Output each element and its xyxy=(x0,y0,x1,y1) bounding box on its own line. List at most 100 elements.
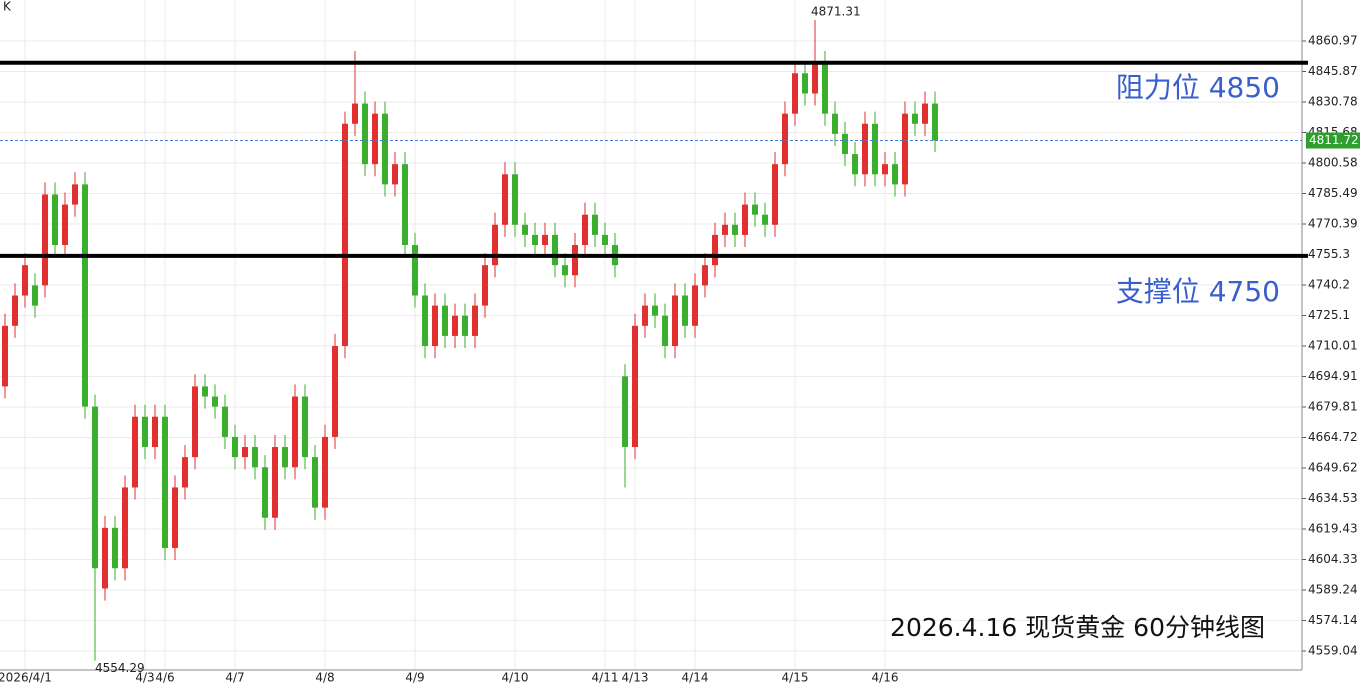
x-tick-label: 4/13 xyxy=(622,671,649,684)
candle-body xyxy=(572,244,578,276)
candle-body xyxy=(742,204,748,235)
candle-body xyxy=(142,416,148,448)
y-tick-label: 4860.97 xyxy=(1308,33,1358,47)
candle-body xyxy=(72,184,78,205)
y-tick-label: 4800.58 xyxy=(1308,156,1358,170)
high-label: 4871.31 xyxy=(811,5,861,19)
level-label: 阻力位 4850 xyxy=(1116,71,1280,104)
candle-body xyxy=(192,386,198,458)
corner-label: K xyxy=(3,0,12,14)
candle-body xyxy=(222,406,228,437)
y-tick-label: 4619.43 xyxy=(1308,521,1358,535)
y-tick-label: 4710.01 xyxy=(1308,338,1358,352)
x-tick-label: 4/9 xyxy=(405,671,424,684)
candle-body xyxy=(752,204,758,215)
candle-body xyxy=(542,234,548,245)
candle-body xyxy=(712,234,718,266)
candle-body xyxy=(252,447,258,468)
candle-body xyxy=(722,224,728,235)
x-tick-label: 4/11 xyxy=(592,671,619,684)
candle-body xyxy=(22,265,28,296)
candle-body xyxy=(702,265,708,286)
candle-body xyxy=(262,467,268,518)
candle-body xyxy=(62,204,68,245)
y-tick-label: 4589.24 xyxy=(1308,582,1358,596)
y-tick-label: 4634.53 xyxy=(1308,491,1358,505)
candle-body xyxy=(372,113,378,165)
candle-body xyxy=(682,295,688,326)
x-tick-label: 4/7 xyxy=(225,671,244,684)
candle-body xyxy=(352,103,358,124)
candle-body xyxy=(282,447,288,468)
candle-body xyxy=(12,295,18,326)
candle-body xyxy=(912,113,918,124)
y-tick-label: 4604.33 xyxy=(1308,552,1358,566)
candle-body xyxy=(432,305,438,347)
candle-body xyxy=(582,214,588,245)
candle-body xyxy=(442,305,448,336)
candle-body xyxy=(392,164,398,185)
y-tick-label: 4845.87 xyxy=(1308,64,1358,78)
candle-body xyxy=(92,406,98,569)
candle-body xyxy=(622,376,628,448)
candle-body xyxy=(402,164,408,245)
candle-body xyxy=(312,457,318,508)
level-label: 支撑位 4750 xyxy=(1116,275,1280,308)
candle-body xyxy=(932,103,938,141)
x-tick-label: 4/8 xyxy=(315,671,334,684)
candle-body xyxy=(452,315,458,336)
x-tick-label: 4/3 xyxy=(135,671,154,684)
x-tick-label: 4/14 xyxy=(682,671,709,684)
candle-body xyxy=(122,487,128,569)
candle-body xyxy=(492,224,498,266)
candle-body xyxy=(162,416,168,549)
candle-body xyxy=(202,386,208,397)
y-tick-label: 4740.2 xyxy=(1308,277,1350,291)
candle-body xyxy=(272,447,278,518)
candle-body xyxy=(552,234,558,266)
candle-body xyxy=(822,63,828,114)
candle-body xyxy=(512,174,518,225)
candle-body xyxy=(782,113,788,165)
candle-body xyxy=(772,164,778,225)
candle-body xyxy=(592,214,598,235)
candle-body xyxy=(692,285,698,326)
candle-body xyxy=(132,416,138,488)
candle-body xyxy=(52,194,58,245)
candle-body xyxy=(902,113,908,185)
x-tick-label: 2026/4/1 xyxy=(0,671,52,684)
candle-body xyxy=(632,325,638,448)
y-tick-label: 4574.14 xyxy=(1308,613,1358,627)
candle-body xyxy=(522,224,528,235)
x-tick-label: 4/15 xyxy=(782,671,809,684)
candle-body xyxy=(232,436,238,458)
candle-body xyxy=(922,103,928,124)
price-tag xyxy=(1306,132,1360,149)
candle-body xyxy=(672,295,678,347)
y-tick-label: 4679.81 xyxy=(1308,400,1358,414)
y-tick-label: 4755.3 xyxy=(1308,247,1350,261)
y-tick-label: 4830.78 xyxy=(1308,94,1358,108)
y-tick-label: 4785.49 xyxy=(1308,186,1358,200)
candle-body xyxy=(342,123,348,347)
y-tick-label: 4694.91 xyxy=(1308,369,1358,383)
candle-body xyxy=(302,396,308,458)
candle-body xyxy=(562,265,568,276)
candle-body xyxy=(242,447,248,458)
candle-body xyxy=(802,73,808,94)
candle-body xyxy=(362,103,368,165)
x-tick-label: 4/16 xyxy=(872,671,899,684)
candle-body xyxy=(182,457,188,488)
candle-body xyxy=(172,487,178,549)
candle-body xyxy=(882,164,888,175)
candle-body xyxy=(762,214,768,225)
candle-body xyxy=(472,305,478,336)
candle-body xyxy=(2,325,8,387)
candle-body xyxy=(652,305,658,316)
candle-body xyxy=(832,113,838,134)
candle-body xyxy=(462,315,468,336)
candle-body xyxy=(852,154,858,175)
candle-body xyxy=(42,194,48,286)
x-tick-label: 4/10 xyxy=(502,671,529,684)
